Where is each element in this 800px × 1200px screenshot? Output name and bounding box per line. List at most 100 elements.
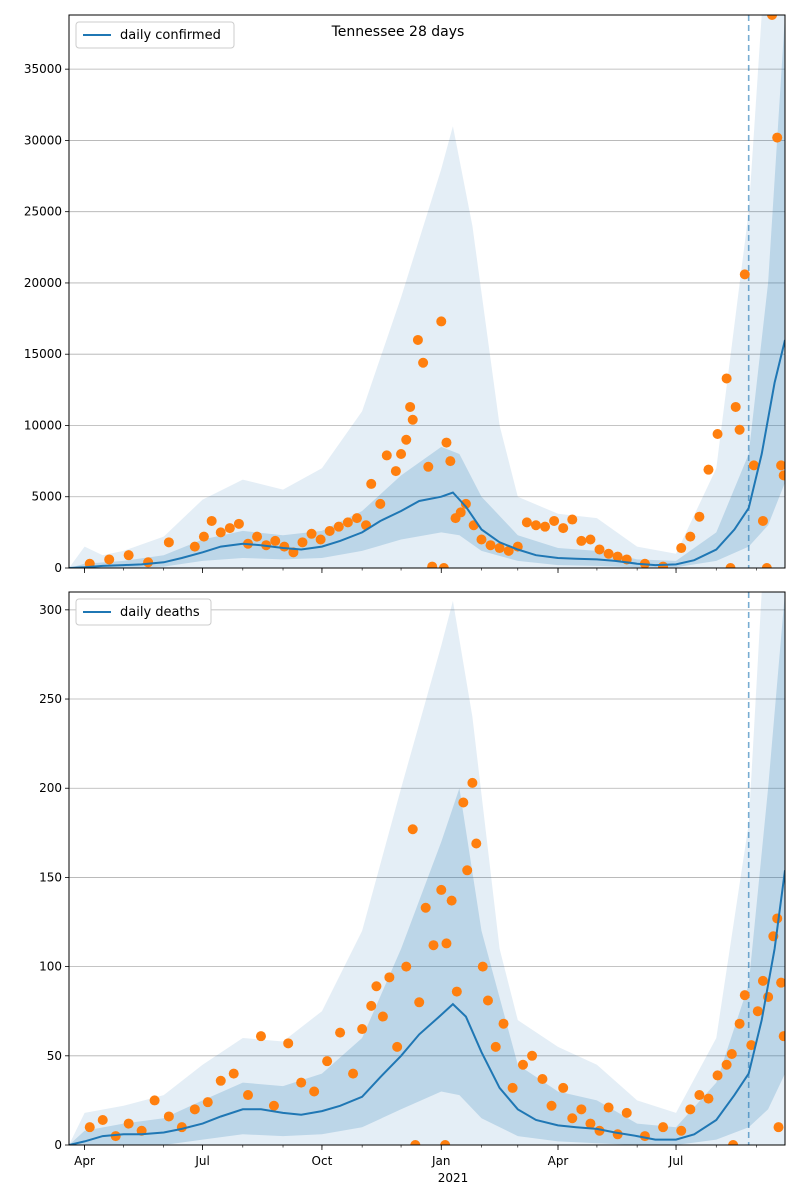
data-point [477,961,488,972]
data-point [97,1115,108,1126]
data-point [540,521,551,532]
data-point [375,498,386,509]
data-point [712,429,723,440]
data-point [585,534,596,545]
data-point [297,537,308,548]
data-point [418,357,429,368]
data-point [163,537,174,548]
y-tick-label: 100 [39,960,62,974]
data-point [283,1038,294,1049]
data-point [322,1056,333,1067]
y-tick-label: 35000 [24,62,62,76]
data-point [446,895,457,906]
data-point [215,1075,226,1086]
data-point [703,464,714,475]
data-point [401,961,412,972]
data-point [427,561,438,568]
data-point [658,561,669,568]
data-point [530,520,541,531]
data-point [494,543,505,554]
data-point [202,1097,213,1108]
data-point [725,563,736,568]
data-point [215,527,226,538]
data-point [576,1104,587,1115]
x-tick-label: Oct [312,1154,333,1168]
data-point [440,1140,451,1145]
data-point [685,1104,696,1115]
data-point [412,334,423,345]
data-point [703,1093,714,1104]
data-point [342,517,353,528]
data-point [485,540,496,551]
data-point [567,514,578,525]
data-point [123,1118,134,1129]
y-tick-label: 30000 [24,133,62,147]
data-point [348,1068,359,1079]
plot-area [69,15,785,568]
data-point [189,1104,200,1115]
data-point [455,507,466,518]
data-point [279,541,290,552]
data-point [517,1059,528,1070]
data-point [458,797,469,808]
data-point [371,981,382,992]
data-point [438,563,449,568]
outer-uncertainty-band [69,592,785,1145]
y-tick-label: 5000 [31,490,62,504]
axes-frame [68,591,786,1146]
data-point [739,269,750,280]
data-point [377,1011,388,1022]
y-tick-label: 200 [39,781,62,795]
data-point [351,513,362,524]
deaths-panel: 0 50 100 150 200 250 300 Apr Jul Oct Jan Apr Jul dail… [39,591,786,1168]
legend-label: daily confirmed [120,28,221,43]
data-point [585,1118,596,1129]
data-point [476,534,487,545]
data-point [84,1122,95,1133]
data-point [676,543,687,554]
data-point [482,995,493,1006]
data-point [490,1041,501,1052]
data-point [228,1068,239,1079]
data-point [407,414,418,425]
legend-label: daily deaths [120,605,200,620]
data-point [206,515,217,526]
data-point [594,544,605,555]
data-point [507,1082,518,1093]
data-point [621,1107,632,1118]
y-tick-label: 0 [54,1138,62,1152]
data-point [776,460,785,471]
x-tick-label: Jan [431,1154,451,1168]
data-point [335,1027,346,1038]
data-point [410,1140,421,1145]
data-point [396,448,407,459]
y-tick-label: 25000 [24,205,62,219]
data-point [243,1090,253,1101]
data-point [726,1049,737,1060]
data-point [734,424,745,435]
data-point [549,515,560,526]
data-point [746,1040,757,1051]
data-point [503,545,514,556]
y-tick-label: 20000 [24,276,62,290]
data-point [428,940,439,951]
data-point [721,1059,732,1070]
data-point [685,531,696,542]
data-point [84,558,95,568]
year-label: 2021 [438,1171,469,1185]
x-tick-label: Jul [668,1154,683,1168]
y-tick-label: 150 [39,870,62,884]
data-point [772,132,783,143]
data-point [603,548,614,559]
data-point [567,1113,578,1124]
data-point [694,511,705,522]
data-point [734,1018,745,1029]
data-point [333,521,344,532]
data-point [143,557,154,568]
data-point [558,1082,569,1093]
data-point [441,938,452,949]
data-point [752,1006,763,1017]
data-point [739,990,750,1001]
data-point [252,531,263,542]
data-point [612,551,623,562]
